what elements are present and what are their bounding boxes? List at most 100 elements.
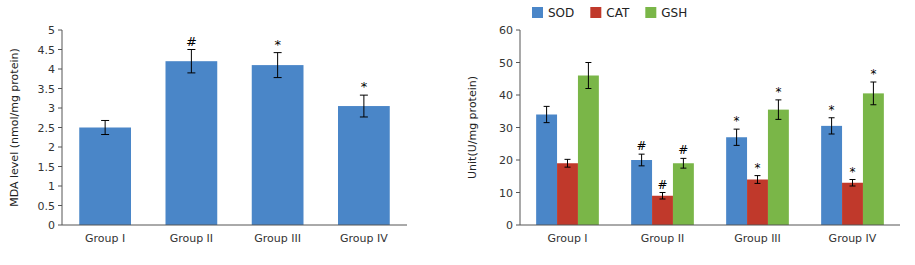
error-cap — [360, 116, 368, 117]
error-bar — [829, 118, 835, 134]
y-tick-label: 1 — [48, 180, 55, 193]
error-cap — [680, 168, 686, 169]
x-axis-line — [520, 225, 900, 226]
y-tick — [58, 69, 62, 70]
error-stem — [641, 154, 642, 166]
error-cap — [775, 119, 781, 120]
error-cap — [755, 175, 761, 176]
error-stem — [588, 63, 589, 89]
marks — [536, 76, 884, 226]
error-bar — [870, 82, 876, 105]
bar — [652, 196, 673, 225]
error-bar — [734, 129, 740, 145]
error-bar — [755, 176, 761, 184]
y-tick-label: 60 — [499, 24, 513, 37]
legend-label: GSH — [661, 6, 687, 20]
x-tick-label: Group I — [85, 232, 125, 245]
error-cap — [274, 52, 282, 53]
error-cap — [775, 99, 781, 100]
annotation: * — [755, 161, 761, 175]
bar — [338, 106, 390, 225]
annotation: # — [657, 178, 667, 192]
error-cap — [187, 72, 195, 73]
error-cap — [274, 77, 282, 78]
error-cap — [565, 159, 571, 160]
y-tick-label: 50 — [499, 57, 513, 70]
y-tick — [58, 166, 62, 167]
y-tick — [516, 127, 520, 128]
y-tick — [58, 49, 62, 50]
error-stem — [831, 118, 832, 134]
error-cap — [680, 158, 686, 159]
chart-root: 00.511.522.533.544.55MDA level (nmol/mg … — [0, 0, 915, 265]
y-tick-label: 10 — [499, 187, 513, 200]
error-cap — [850, 179, 856, 180]
panel: 00.511.522.533.544.55MDA level (nmol/mg … — [8, 24, 407, 245]
bar — [726, 137, 747, 225]
x-tick-label: Group IV — [340, 232, 388, 245]
marks — [79, 61, 390, 225]
error-stem — [105, 120, 106, 134]
bar — [821, 126, 842, 225]
error-stem — [873, 82, 874, 105]
y-tick — [516, 192, 520, 193]
bar — [536, 115, 557, 226]
y-tick — [58, 127, 62, 128]
legend-label: SOD — [548, 6, 574, 20]
error-cap — [829, 134, 835, 135]
y-tick — [58, 108, 62, 109]
y-tick-label: 4 — [48, 63, 55, 76]
error-stem — [757, 176, 758, 184]
annotation: # — [637, 139, 647, 153]
y-tick-label: 1.5 — [38, 161, 56, 174]
legend: SOD CAT GSH — [532, 6, 687, 20]
error-bar — [565, 159, 571, 167]
y-tick-label: 3.5 — [38, 83, 56, 96]
annotation: * — [734, 114, 740, 128]
error-cap — [544, 106, 550, 107]
y-tick — [516, 30, 520, 31]
y-axis-label: MDA level (nmol/mg protein) — [8, 48, 21, 207]
error-cap — [585, 62, 591, 63]
x-tick-label: Group IV — [829, 232, 877, 245]
bar — [631, 160, 652, 225]
error-stem — [852, 180, 853, 187]
error-cap — [829, 117, 835, 118]
error-stem — [567, 159, 568, 167]
error-cap — [660, 199, 666, 200]
y-tick — [516, 95, 520, 96]
bar — [842, 183, 863, 225]
error-cap — [101, 120, 109, 121]
bar — [166, 61, 218, 225]
y-axis-line — [62, 30, 63, 225]
annotation: * — [361, 79, 368, 94]
legend-swatch — [645, 7, 656, 18]
annotation: * — [850, 165, 856, 179]
error-stem — [778, 100, 779, 120]
y-tick — [58, 205, 62, 206]
y-tick — [516, 62, 520, 63]
y-tick — [58, 88, 62, 89]
annotation: * — [775, 85, 781, 99]
y-tick — [58, 147, 62, 148]
annotation: * — [829, 103, 835, 117]
error-stem — [277, 53, 278, 78]
error-bar — [775, 100, 781, 120]
error-bar — [101, 120, 109, 134]
error-cap — [660, 192, 666, 193]
error-cap — [734, 129, 740, 130]
error-stem — [363, 95, 364, 117]
x-tick-label: Group III — [734, 232, 781, 245]
legend-label: CAT — [606, 6, 630, 20]
y-tick-label: 2.5 — [38, 122, 56, 135]
y-tick — [58, 186, 62, 187]
error-cap — [101, 134, 109, 135]
error-cap — [639, 154, 645, 155]
y-tick-label: 0 — [48, 219, 55, 232]
y-tick — [58, 30, 62, 31]
error-cap — [734, 145, 740, 146]
y-tick-label: 20 — [499, 154, 513, 167]
y-tick-label: 5 — [48, 24, 55, 37]
x-tick-label: Group II — [641, 232, 684, 245]
y-tick — [58, 225, 62, 226]
